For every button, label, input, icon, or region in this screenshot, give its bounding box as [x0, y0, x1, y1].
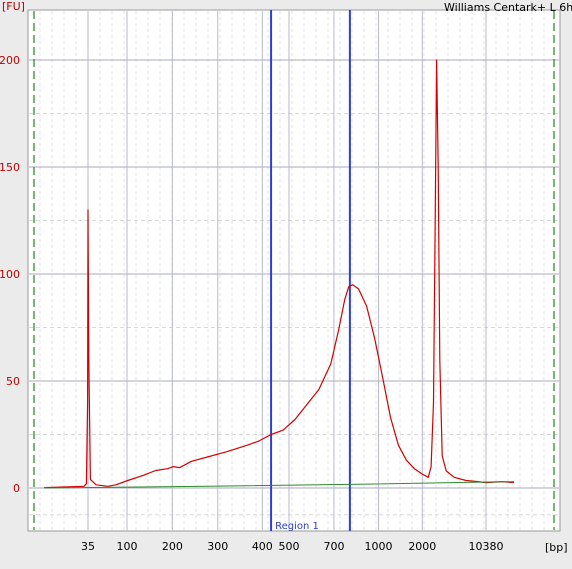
grid-lines [29, 11, 559, 530]
signal-trace [44, 59, 514, 489]
y-tick-label: 0 [13, 482, 20, 495]
region-markers: Region 1 [270, 10, 351, 532]
baseline-trace [44, 481, 514, 489]
data-series [44, 59, 514, 489]
x-axis-unit-label: [bp] [545, 541, 568, 554]
x-tick-label: 2000 [408, 540, 436, 553]
y-tick-label: 150 [0, 161, 20, 174]
x-tick-label: 35 [81, 540, 95, 553]
x-tick-label: 100 [117, 540, 138, 553]
x-tick-label: 300 [207, 540, 228, 553]
y-axis-unit-label: [FU] [2, 0, 25, 13]
x-tick-label: 1000 [365, 540, 393, 553]
region-label: Region 1 [275, 521, 319, 532]
x-tick-label: 200 [162, 540, 183, 553]
x-tick-label: 700 [323, 540, 344, 553]
axis-labels: 0 50 100 150 200 35 100 200 300 400 500 700 1000 2000… [0, 54, 504, 553]
y-tick-label: 50 [6, 375, 20, 388]
x-tick-label: 10380 [469, 540, 504, 553]
x-tick-label: 400 [252, 540, 273, 553]
y-tick-label: 100 [0, 268, 20, 281]
x-tick-label: 500 [278, 540, 299, 553]
plot-area [27, 9, 561, 532]
chart-title: Williams Centark+ L 6h [444, 1, 572, 14]
y-tick-label: 200 [0, 54, 20, 67]
